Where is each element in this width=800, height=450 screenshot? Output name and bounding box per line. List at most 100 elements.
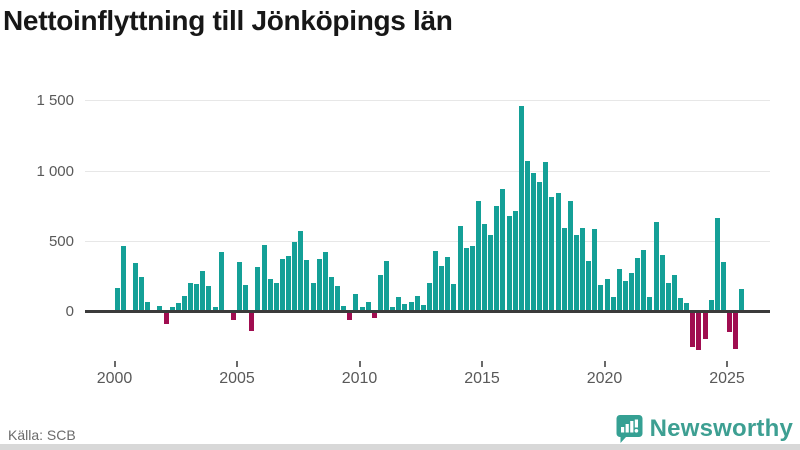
bar-2009-Q3 [347,313,353,321]
bar-2002-Q3 [175,303,181,311]
x-tick-2000 [113,361,116,367]
bar-2025-Q2 [733,313,739,349]
bar-2012-Q4 [426,282,432,311]
x-axis-label-2025: 2025 [709,370,745,387]
gridline-1500 [85,100,770,102]
bar-2006-Q4 [279,259,285,311]
x-tick-2015 [481,361,483,367]
x-tick-2020 [603,361,606,367]
bar-2006-Q2 [267,279,273,311]
bar-2010-Q3 [371,313,377,318]
bar-2005-Q1 [237,261,242,311]
x-tick-2010 [358,361,361,367]
bar-2013-Q4 [451,284,457,311]
zero-axis-line [85,310,770,313]
bar-2021-Q4 [647,296,653,311]
bar-2009-Q4 [353,294,359,311]
bar-2012-Q3 [420,305,426,311]
bar-2002-Q4 [181,295,187,311]
bar-2024-Q1 [702,313,708,339]
bar-2018-Q4 [573,235,579,311]
bar-2014-Q1 [457,226,463,311]
bar-2016-Q1 [506,216,512,311]
bar-2018-Q3 [567,200,573,311]
bar-2018-Q2 [561,228,567,311]
bar-2023-Q2 [684,303,690,311]
bar-2004-Q4 [230,313,236,321]
bar-2005-Q4 [255,267,261,311]
bar-2006-Q3 [273,282,279,311]
bar-2017-Q3 [543,162,549,311]
bar-2022-Q1 [653,221,659,311]
bar-2014-Q3 [469,246,475,311]
bar-2013-Q2 [439,266,445,311]
bar-2024-Q2 [708,299,714,311]
bar-2020-Q2 [610,296,616,311]
gridline-500 [85,240,770,242]
bar-2010-Q1 [359,306,365,311]
bar-2013-Q3 [445,256,451,311]
bar-2015-Q4 [500,188,506,311]
bar-2009-Q2 [341,306,347,311]
bar-2007-Q4 [304,260,310,311]
bar-2007-Q3 [298,230,304,311]
x-tick-2025 [726,361,728,367]
bar-2024-Q4 [720,261,726,311]
newsworthy-logo: Newsworthy [616,413,793,445]
bar-2017-Q4 [549,196,555,311]
bar-2022-Q3 [665,282,671,311]
bar-2015-Q3 [494,206,500,311]
footer-strip [0,444,800,450]
bar-2003-Q4 [206,286,212,311]
y-axis-label-0: 0 [65,303,74,320]
y-axis-label-1500: 1 500 [36,92,74,110]
bar-2000-Q2 [120,245,126,311]
bar-2001-Q1 [139,277,144,311]
bar-2025-Q1 [727,313,732,332]
bar-2016-Q4 [524,161,530,311]
bar-2011-Q1 [384,261,389,311]
bar-2023-Q1 [678,298,683,311]
bar-2016-Q3 [518,106,524,311]
bar-2002-Q1 [163,313,169,325]
bar-2020-Q4 [622,280,628,311]
bar-2020-Q3 [616,268,622,311]
newsworthy-wordmark: Newsworthy [649,415,793,442]
bar-2017-Q2 [537,181,543,311]
bar-2022-Q4 [671,275,677,311]
source-note: Källa: SCB [8,427,76,443]
bar-2014-Q4 [475,201,481,311]
bar-2024-Q3 [714,218,720,311]
bar-2008-Q2 [316,259,322,311]
bar-2011-Q2 [390,306,396,311]
bar-2016-Q2 [512,211,518,311]
bar-2007-Q2 [292,242,298,311]
bar-2000-Q1 [114,287,120,311]
bar-2010-Q2 [365,301,371,311]
bar-2018-Q1 [555,193,561,311]
bar-2021-Q3 [641,249,647,311]
bar-2019-Q2 [586,261,592,311]
x-axis-label-2000: 2000 [96,370,133,387]
page-title: Nettoinflyttning till Jönköpings län [3,5,453,36]
newsworthy-logo-icon [616,414,643,444]
bar-2015-Q2 [488,235,494,311]
bar-2021-Q2 [635,258,641,311]
bar-2008-Q4 [328,276,334,311]
bar-2004-Q2 [218,252,224,311]
gridline-1000 [85,170,770,172]
bar-2012-Q2 [414,296,420,311]
bar-2005-Q2 [243,285,249,311]
x-tick-2005 [236,361,238,367]
bar-2001-Q4 [157,306,163,311]
bar-2011-Q4 [402,303,408,311]
bar-2009-Q1 [335,286,340,311]
bar-2000-Q4 [132,263,138,311]
bar-2008-Q1 [310,282,316,311]
bar-2014-Q2 [463,247,469,311]
bar-2005-Q3 [249,313,255,332]
bar-2012-Q1 [408,301,414,311]
bar-2002-Q2 [169,307,175,311]
